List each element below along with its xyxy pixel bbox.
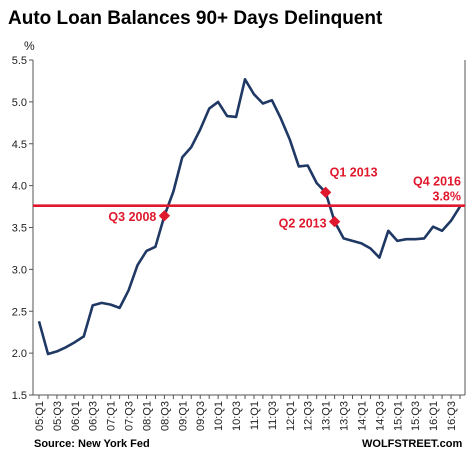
x-tick-label: 07:Q3 <box>124 401 136 431</box>
x-tick-label: 11:Q3 <box>267 401 279 430</box>
x-tick-label: 09:Q1 <box>177 401 189 431</box>
x-tick-label: 13:Q1 <box>321 401 333 431</box>
y-tick-label: 4.5 <box>12 139 27 151</box>
x-tick-label: 05:Q3 <box>52 401 64 431</box>
x-tick-label: 14:Q3 <box>374 401 386 431</box>
y-axis-label: % <box>24 39 35 53</box>
series-line <box>37 78 462 356</box>
y-tick-label: 5.0 <box>12 97 27 109</box>
y-tick-label: 2.0 <box>12 348 27 360</box>
highlight-markers: Q3 2008 Q1 2013 Q2 2013 <box>108 165 377 230</box>
x-tick-label: 10:Q1 <box>213 401 225 431</box>
x-tick-label: 06:Q3 <box>88 401 100 431</box>
x-tick-label: 05:Q1 <box>34 401 46 431</box>
x-tick-label: 12:Q3 <box>303 401 315 431</box>
y-tick-label: 5.5 <box>12 55 27 67</box>
end-label-value: 3.8% <box>433 190 462 204</box>
highlight-label: Q2 2013 <box>279 217 327 231</box>
x-tick-label: 14:Q1 <box>356 401 368 431</box>
x-tick-label: 11:Q1 <box>249 401 261 430</box>
highlight-label: Q3 2008 <box>108 210 156 224</box>
highlight-marker <box>158 210 171 222</box>
highlight-label: Q1 2013 <box>330 165 378 179</box>
highlight-marker <box>328 215 341 228</box>
x-tick-label: 13:Q3 <box>339 401 351 431</box>
y-tick-label: 1.5 <box>12 390 27 402</box>
x-tick-label: 08:Q3 <box>159 401 171 431</box>
y-tick-label: 2.5 <box>12 306 27 318</box>
x-tick-label: 10:Q3 <box>231 401 243 431</box>
y-tick-label: 3.5 <box>12 223 27 235</box>
y-tick-label: 3.0 <box>12 264 27 276</box>
x-axis: 05:Q1 05:Q3 06:Q1 06:Q3 07:Q1 07:Q3 08:Q1 08:Q3… <box>34 395 461 431</box>
x-tick-label: 15:Q3 <box>410 401 422 431</box>
x-tick-label: 12:Q1 <box>285 401 297 431</box>
x-tick-label: 08:Q1 <box>141 401 153 431</box>
highlight-marker <box>319 186 332 198</box>
y-tick-label: 4.0 <box>12 181 27 193</box>
end-label-quarter: Q4 2016 <box>413 175 461 189</box>
y-axis: 1.5 2.0 2.5 3.0 3.5 4.0 4.5 5.0 5.5 <box>12 55 33 402</box>
brand-mark: WOLFSTREET.com <box>362 438 462 450</box>
chart-title: Auto Loan Balances 90+ Days Delinquent <box>8 8 383 29</box>
x-tick-label: 06:Q1 <box>70 401 82 431</box>
x-tick-label: 09:Q3 <box>195 401 207 431</box>
x-tick-label: 07:Q1 <box>106 401 118 431</box>
x-tick-label: 15:Q1 <box>392 401 404 431</box>
x-tick-label: 16:Q3 <box>446 401 458 431</box>
source-note: Source: New York Fed <box>34 438 150 450</box>
x-tick-label: 16:Q1 <box>428 401 440 431</box>
